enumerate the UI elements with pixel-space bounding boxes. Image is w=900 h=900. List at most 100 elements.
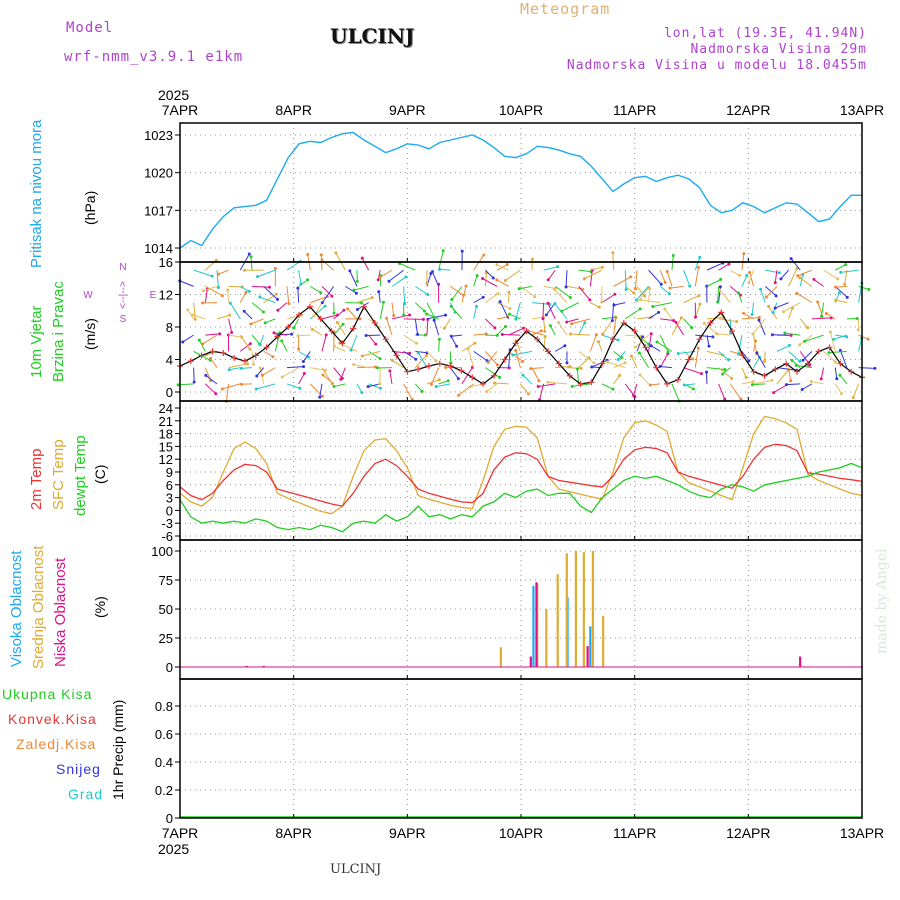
wind-arrow-head (663, 280, 667, 284)
wind-arrow (321, 314, 338, 320)
wind-arrow-head (201, 342, 205, 346)
wind-arrow-head (374, 342, 378, 346)
wind-arrow-head (789, 379, 793, 383)
wind-arrow-head (226, 333, 230, 337)
wind-gust-marker (274, 333, 281, 340)
wind-arrow (309, 305, 326, 320)
wind-arrow-head (698, 255, 702, 259)
wind-arrow (648, 311, 659, 320)
wind-arrow-head (272, 331, 276, 335)
wind-arrow-head (378, 382, 382, 386)
wind-arrow (239, 343, 251, 352)
wind-arrow-head (530, 257, 534, 261)
wind-arrow (461, 285, 467, 303)
wind-arrow (543, 285, 556, 289)
wind-arrow (788, 351, 801, 362)
wind-arrow-head (243, 268, 247, 272)
wind-arrow (356, 383, 363, 393)
wind-arrow (473, 350, 488, 362)
wind-arrow-head (568, 296, 572, 300)
wind-arrow (449, 351, 452, 364)
wind-arrow-head (611, 251, 615, 255)
wind-gust-marker (361, 303, 368, 310)
wind-arrow (566, 367, 582, 369)
wind-arrow-head (601, 332, 605, 336)
cloud-bar (545, 609, 548, 667)
wind-arrow-head (441, 249, 445, 253)
wind-arrow-head (381, 300, 385, 304)
wind-arrow-head (764, 295, 768, 299)
wind-arrow-head (773, 306, 777, 310)
wind-arrow-head (186, 308, 190, 312)
wind-arrow-head (727, 358, 731, 362)
wind-arrow (357, 302, 369, 310)
wind-arrow (786, 383, 801, 386)
wind-arrow-head (332, 311, 336, 315)
wind-arrow-head (485, 389, 489, 393)
wind-arrow-head (757, 316, 761, 320)
wind-arrow-head (468, 385, 472, 389)
wind-arrow (250, 318, 264, 325)
wind-arrow-head (649, 332, 653, 336)
wind-arrow (570, 333, 591, 336)
wind-arrow-head (275, 297, 279, 301)
wind-arrow-head (475, 274, 479, 278)
cloud-bar (589, 626, 592, 667)
wind-arrow (451, 334, 463, 337)
wind-gust-marker (458, 367, 465, 374)
wind-arrow (361, 257, 370, 271)
wind-arrow (706, 335, 710, 347)
wind-arrow (473, 306, 477, 319)
wind-arrow-head (612, 303, 616, 307)
wind-gust-marker (501, 356, 508, 363)
wind-arrow-head (736, 291, 740, 295)
wind-arrow-head (784, 383, 788, 387)
wind-arrow (783, 302, 801, 313)
compass-label: <--|--> (118, 281, 129, 309)
wind-arrow (431, 271, 440, 287)
wind-arrow (774, 270, 778, 283)
wind-arrow-head (457, 393, 461, 397)
wind-gust-marker (220, 350, 227, 356)
cloud-bar (529, 656, 532, 667)
wind-arrow-head (346, 307, 350, 311)
wind-gust-marker (642, 344, 649, 351)
wind-arrow-head (335, 320, 339, 324)
wind-arrow (729, 383, 742, 400)
wind-arrow (286, 260, 301, 271)
wind-arrow (522, 374, 533, 385)
wind-arrow-head (312, 314, 316, 318)
wind-arrow (310, 296, 328, 304)
wind-arrow (774, 302, 789, 309)
wind-arrow-head (648, 287, 652, 291)
year-label-top: 2025 (158, 87, 189, 103)
wind-gust-marker (707, 319, 714, 326)
wind-arrow-head (280, 375, 284, 379)
y-tick-label: 15 (159, 439, 173, 454)
wind-arrow (683, 269, 691, 287)
wind-arrow (784, 332, 801, 336)
wind-arrow (543, 266, 558, 271)
wind-arrow-head (851, 396, 855, 400)
wind-arrow (683, 367, 702, 375)
wind-arrow-head (649, 344, 653, 348)
wind-arrow-head (770, 333, 774, 337)
wind-arrow-head (762, 360, 766, 364)
wind-arrow-head (747, 281, 751, 285)
wind-arrow-head (866, 337, 870, 341)
wind-arrow (683, 318, 692, 328)
wind-arrow-head (798, 359, 802, 363)
wind-arrow (776, 344, 790, 352)
wind-arrow-head (744, 375, 748, 379)
wind-arrow (417, 352, 428, 368)
wind-arrow-head (798, 343, 802, 347)
wind-arrow (496, 326, 506, 336)
wind-arrow-head (271, 355, 275, 359)
cloud-bar (535, 582, 538, 667)
wind-arrow-head (560, 309, 564, 313)
sfc-temp-line (179, 415, 863, 515)
wind-arrow-head (556, 265, 560, 269)
y-tick-label: -3 (161, 516, 173, 531)
wind-arrow (776, 367, 797, 371)
wind-arrow-head (629, 354, 633, 358)
